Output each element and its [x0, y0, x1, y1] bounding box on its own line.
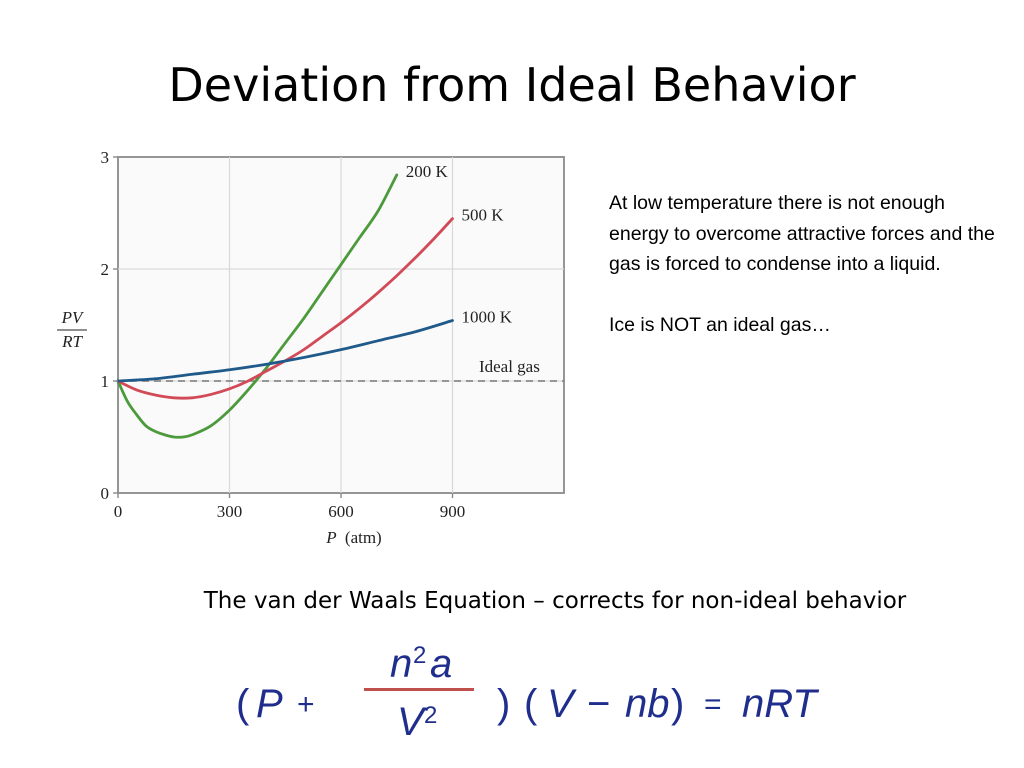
eq-numerator-exponent: 2 — [413, 642, 427, 669]
axis-ticks: 0 300 600 900 0 1 2 3 — [101, 148, 466, 521]
eq-pressure: P — [256, 682, 283, 726]
ideal-gas-reference: Ideal gas — [118, 357, 564, 382]
slide-title: Deviation from Ideal Behavior — [168, 58, 856, 112]
eq-open-paren-2: ( — [524, 682, 538, 726]
eq-close-paren-2: ) — [671, 682, 685, 726]
x-tick-label-600: 600 — [328, 502, 354, 521]
notes-text: At low temperature there is not enough e… — [609, 188, 1004, 370]
eq-open-paren: ( — [236, 682, 250, 726]
eq-minus: − — [587, 682, 611, 726]
eq-equals: = — [704, 688, 722, 721]
notes-paragraph-1: At low temperature there is not enough e… — [609, 192, 995, 275]
eq-denominator-exponent: 2 — [424, 702, 438, 729]
x-axis-label-unit: (atm) — [345, 528, 382, 547]
y-tick-label-2: 2 — [101, 260, 110, 279]
series-lines — [116, 173, 454, 439]
svg-text:P (atm): P (atm) — [325, 528, 381, 547]
series-labels: 200 K 500 K 1000 K — [406, 162, 513, 327]
series-line-200-k — [116, 173, 399, 439]
series-line-1000-k — [116, 319, 454, 383]
y-axis-label: PV RT — [57, 308, 87, 351]
ideal-gas-label: Ideal gas — [479, 357, 540, 376]
x-tick-label-0: 0 — [114, 502, 123, 521]
x-tick-label-900: 900 — [440, 502, 466, 521]
chart: Ideal gas 0 300 600 900 0 1 2 3 200 K 500 K 1000 … — [57, 148, 565, 547]
notes-paragraph-2: Ice is NOT an ideal gas… — [609, 313, 831, 336]
y-tick-label-1: 1 — [101, 372, 110, 391]
y-axis-label-numerator: PV — [61, 308, 85, 327]
eq-volume: V — [547, 682, 574, 726]
eq-plus: + — [297, 688, 315, 721]
y-axis-label-denominator: RT — [61, 332, 83, 351]
x-axis-label: P (atm) — [325, 528, 381, 547]
series-label-200-k: 200 K — [406, 162, 449, 181]
series-label-500-k: 500 K — [462, 206, 505, 225]
eq-nrt: nRT — [742, 682, 817, 726]
x-axis-label-variable: P — [325, 528, 336, 547]
eq-fraction-bar — [364, 688, 474, 691]
equation-caption: The van der Waals Equation – corrects fo… — [203, 588, 907, 614]
eq-denominator-v: V — [397, 700, 424, 744]
y-tick-label-3: 3 — [101, 148, 110, 167]
eq-numerator-a: a — [430, 642, 453, 686]
eq-nb: nb — [625, 682, 670, 726]
series-label-1000-k: 1000 K — [462, 308, 513, 327]
x-tick-label-300: 300 — [217, 502, 243, 521]
eq-close-paren: ) — [497, 682, 511, 726]
y-tick-label-0: 0 — [101, 484, 110, 503]
eq-numerator-n: n — [390, 642, 413, 686]
